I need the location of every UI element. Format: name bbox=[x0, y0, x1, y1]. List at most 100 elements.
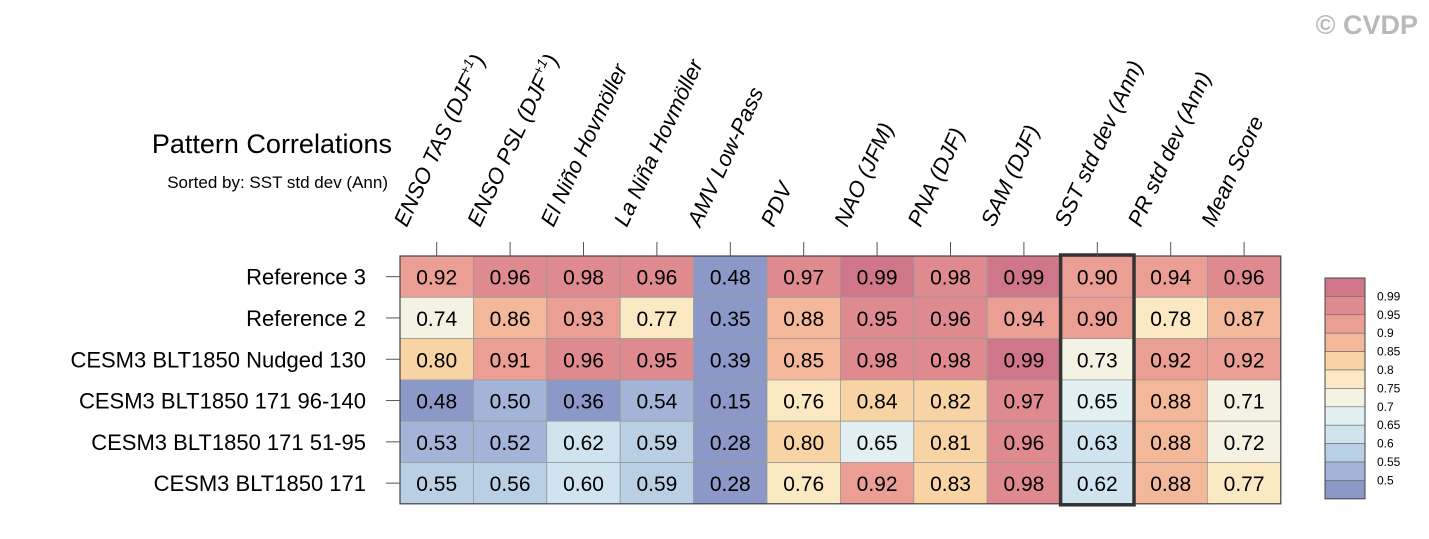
heatmap-cell bbox=[619, 462, 695, 505]
cvdp-watermark: © CVDP bbox=[1316, 10, 1418, 40]
cell-value-label: 0.63 bbox=[1077, 432, 1118, 455]
cell-value-label: 0.59 bbox=[636, 432, 677, 455]
colorbar-tick-label: 0.95 bbox=[1377, 308, 1401, 322]
cell-value-label: 0.80 bbox=[783, 432, 824, 455]
cell-value-label: 0.97 bbox=[1003, 391, 1044, 414]
colorbar-tick-label: 0.55 bbox=[1377, 455, 1401, 469]
colorbar-tick-label: 0.75 bbox=[1377, 381, 1401, 395]
column-label: PNA (DJF) bbox=[902, 124, 969, 230]
cell-value-label: 0.81 bbox=[930, 432, 971, 455]
heatmap-cell bbox=[1207, 379, 1282, 422]
row-label: CESM3 BLT1850 171 51-95 bbox=[91, 430, 366, 455]
heatmap-cell bbox=[840, 338, 915, 381]
cell-value-label: 0.92 bbox=[416, 267, 457, 290]
chart-title: Pattern Correlations bbox=[152, 129, 392, 159]
colorbar-swatch bbox=[1324, 369, 1366, 389]
colorbar-tick-label: 0.6 bbox=[1377, 437, 1394, 451]
cell-value-label: 0.98 bbox=[857, 349, 898, 372]
heatmap-cell bbox=[546, 379, 621, 422]
heatmap-cell bbox=[913, 420, 988, 463]
colorbar-swatch bbox=[1324, 351, 1366, 371]
heatmap-cell bbox=[472, 420, 548, 463]
cell-value-label: 0.90 bbox=[1077, 308, 1118, 331]
colorbar-tick-label: 0.5 bbox=[1377, 473, 1394, 487]
cell-value-label: 0.98 bbox=[930, 349, 971, 372]
cell-value-label: 0.80 bbox=[416, 349, 457, 372]
heatmap-cell bbox=[1133, 420, 1208, 463]
cell-value-label: 0.96 bbox=[563, 349, 604, 372]
cell-value-label: 0.93 bbox=[563, 308, 604, 331]
cell-value-label: 0.98 bbox=[563, 267, 604, 290]
heatmap-cell bbox=[399, 255, 474, 298]
heatmap-cell bbox=[472, 255, 548, 298]
cell-value-label: 0.99 bbox=[857, 267, 898, 290]
cell-value-label: 0.65 bbox=[857, 432, 898, 455]
cell-value-label: 0.73 bbox=[1077, 349, 1118, 372]
heatmap-cell bbox=[546, 338, 621, 381]
cell-value-label: 0.86 bbox=[490, 308, 531, 331]
colorbar: 0.99 0.95 0.9 0.85 0.8 0.75 0.7 0.65 0.6 0.55 0.5 bbox=[1324, 277, 1401, 500]
colorbar-swatch bbox=[1324, 461, 1366, 481]
heatmap-cell bbox=[619, 379, 695, 422]
row-label: CESM3 BLT1850 171 bbox=[154, 471, 366, 496]
heatmap-cell bbox=[766, 379, 841, 422]
cell-value-label: 0.95 bbox=[857, 308, 898, 331]
heatmap-cell bbox=[399, 379, 474, 422]
row-labels: Reference 3 Reference 2 CESM3 BLT1850 Nudg… bbox=[70, 265, 400, 496]
heatmap-border bbox=[399, 255, 1282, 505]
row-label: Reference 3 bbox=[246, 265, 366, 290]
heatmap-cell bbox=[840, 420, 915, 463]
heatmap-cell bbox=[619, 255, 695, 298]
colorbar-tick-label: 0.65 bbox=[1377, 418, 1401, 432]
colorbar-swatch bbox=[1324, 424, 1366, 444]
column-label: AMV Low-Pass bbox=[681, 83, 768, 232]
colorbar-swatch bbox=[1324, 443, 1366, 463]
heatmap-cell bbox=[1207, 255, 1282, 298]
cell-value-label: 0.97 bbox=[783, 267, 824, 290]
colorbar-tick-label: 0.85 bbox=[1377, 345, 1401, 359]
cell-value-label: 0.90 bbox=[1077, 267, 1118, 290]
cell-value-label: 0.55 bbox=[416, 473, 457, 496]
cell-value-label: 0.88 bbox=[1150, 391, 1191, 414]
heatmap-cell bbox=[766, 255, 841, 298]
colorbar-swatch bbox=[1324, 388, 1366, 408]
row-label: CESM3 BLT1850 Nudged 130 bbox=[70, 347, 366, 372]
heatmap-cell bbox=[913, 462, 988, 505]
heatmap-cell bbox=[693, 420, 768, 463]
cell-value-label: 0.82 bbox=[930, 391, 971, 414]
heatmap-cell bbox=[840, 462, 915, 505]
colorbar-swatch bbox=[1324, 296, 1366, 316]
cell-value-label: 0.72 bbox=[1224, 432, 1265, 455]
cell-value-label: 0.28 bbox=[710, 432, 751, 455]
colorbar-border bbox=[1324, 277, 1366, 500]
heatmap-cell bbox=[840, 296, 915, 339]
heatmap-grid: 0.92 0.96 0.98 0.96 0.48 0.97 0.99 0.98 0.99 0.90… bbox=[399, 253, 1282, 507]
heatmap-cell bbox=[986, 379, 1062, 422]
row-label: CESM3 BLT1850 171 96-140 bbox=[79, 389, 366, 414]
heatmap-cell bbox=[1060, 379, 1135, 422]
colorbar-tick-label: 0.8 bbox=[1377, 363, 1394, 377]
cell-value-label: 0.71 bbox=[1224, 391, 1265, 414]
cell-value-label: 0.48 bbox=[710, 267, 751, 290]
cell-value-label: 0.88 bbox=[1150, 432, 1191, 455]
heatmap-cell bbox=[986, 296, 1062, 339]
cell-value-label: 0.91 bbox=[490, 349, 531, 372]
cell-value-label: 0.88 bbox=[1150, 473, 1191, 496]
cell-value-label: 0.50 bbox=[490, 391, 531, 414]
cell-value-label: 0.59 bbox=[636, 473, 677, 496]
heatmap-cell bbox=[1060, 462, 1135, 505]
cell-value-label: 0.28 bbox=[710, 473, 751, 496]
cell-value-label: 0.85 bbox=[783, 349, 824, 372]
heatmap-cell bbox=[1207, 338, 1282, 381]
cell-value-label: 0.96 bbox=[1003, 432, 1044, 455]
chart-subtitle: Sorted by: SST std dev (Ann) bbox=[167, 173, 388, 192]
cell-value-label: 0.92 bbox=[857, 473, 898, 496]
cell-value-label: 0.48 bbox=[416, 391, 457, 414]
cell-value-label: 0.15 bbox=[710, 391, 751, 414]
column-label: PDV bbox=[756, 176, 799, 230]
colorbar-swatch bbox=[1324, 314, 1366, 334]
cell-value-label: 0.92 bbox=[1224, 349, 1265, 372]
heatmap-cell bbox=[840, 379, 915, 422]
cell-value-label: 0.60 bbox=[563, 473, 604, 496]
